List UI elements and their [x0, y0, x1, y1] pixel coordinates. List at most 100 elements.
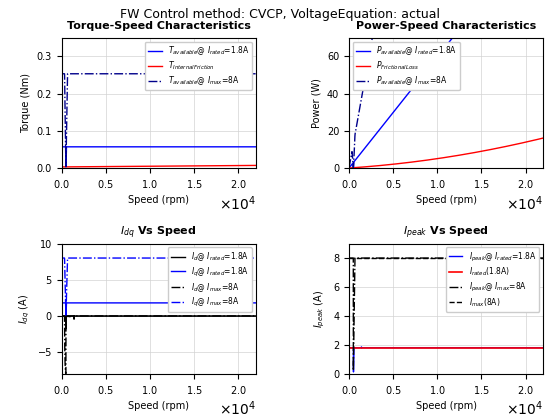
$I_d$@ $I_{max}$=8A: [133, 313, 139, 318]
$T_{available}$@ $I_{rated}$=1.8A: [228, 144, 235, 150]
X-axis label: Speed (rpm): Speed (rpm): [416, 401, 477, 411]
Title: $I_{peak}$ Vs Speed: $I_{peak}$ Vs Speed: [403, 225, 489, 241]
$T_{available}$@ $I_{max}$=8A: [63, 164, 69, 169]
$I_{peak}$@ $I_{rated}$=1.8A: [420, 345, 427, 350]
$I_d$@ $I_{rated}$=1.8A: [58, 313, 65, 318]
$P_{available}$@ $I_{max}$=8A: [346, 165, 352, 171]
$T_{available}$@ $I_{rated}$=1.8A: [92, 144, 99, 150]
$I_{peak}$@ $I_{rated}$=1.8A: [515, 345, 522, 350]
$I_q$@ $I_{rated}$=1.8A: [141, 300, 148, 305]
$I_q$@ $I_{max}$=8A: [228, 255, 235, 260]
Line: $I_d$@ $I_{max}$=8A: $I_d$@ $I_{max}$=8A: [62, 316, 256, 374]
$I_{peak}$@ $I_{rated}$=1.8A: [350, 369, 357, 374]
$P_{FrictionalLoss}$: [540, 136, 547, 141]
$I_d$@ $I_{rated}$=1.8A: [81, 313, 87, 318]
$I_q$@ $I_{rated}$=1.8A: [63, 312, 69, 318]
Line: $I_{peak}$@ $I_{rated}$=1.8A: $I_{peak}$@ $I_{rated}$=1.8A: [349, 347, 543, 372]
$I_{peak}$@ $I_{rated}$=1.8A: [428, 345, 435, 350]
Title: Torque-Speed Characteristics: Torque-Speed Characteristics: [67, 21, 251, 32]
Line: $T_{available}$@ $I_{rated}$=1.8A: $T_{available}$@ $I_{rated}$=1.8A: [62, 147, 256, 166]
$I_d$@ $I_{rated}$=1.8A: [92, 313, 99, 318]
$I_q$@ $I_{rated}$=1.8A: [92, 300, 99, 305]
$I_{peak}$@ $I_{max}$=8A: [428, 255, 435, 260]
$T_{available}$@ $I_{max}$=8A: [253, 71, 259, 76]
$I_{peak}$@ $I_{rated}$=1.8A: [368, 345, 375, 350]
$T_{InternalFriction}$: [133, 164, 139, 169]
$T_{available}$@ $I_{max}$=8A: [81, 71, 87, 76]
Y-axis label: $I_{peak}$ (A): $I_{peak}$ (A): [313, 289, 328, 328]
Text: FW Control method: CVCP, VoltageEquation: actual: FW Control method: CVCP, VoltageEquation…: [120, 8, 440, 21]
Legend: $I_d$@ $I_{rated}$=1.8A, $I_q$@ $I_{rated}$=1.8A, $I_d$@ $I_{max}$=8A, $I_q$@ $I: $I_d$@ $I_{rated}$=1.8A, $I_q$@ $I_{rate…: [168, 247, 252, 312]
Title: Power-Speed Characteristics: Power-Speed Characteristics: [356, 21, 536, 32]
$I_d$@ $I_{rated}$=1.8A: [249, 313, 255, 318]
Line: $I_q$@ $I_{max}$=8A: $I_q$@ $I_{max}$=8A: [62, 258, 256, 315]
$T_{available}$@ $I_{max}$=8A: [133, 71, 139, 76]
Line: $I_{peak}$@ $I_{max}$=8A: $I_{peak}$@ $I_{max}$=8A: [349, 258, 543, 370]
$I_{peak}$@ $I_{rated}$=1.8A: [540, 345, 547, 350]
Line: $T_{InternalFriction}$: $T_{InternalFriction}$: [62, 165, 256, 167]
$T_{InternalFriction}$: [253, 163, 259, 168]
$I_d$@ $I_{rated}$=1.8A: [141, 313, 148, 318]
$P_{FrictionalLoss}$: [536, 136, 543, 142]
$I_{peak}$@ $I_{rated}$=1.8A: [358, 344, 365, 349]
$I_{rated}$(1.8A): [346, 345, 352, 350]
Legend: $I_{peak}$@ $I_{rated}$=1.8A, $I_{rated}$(1.8A), $I_{peak}$@ $I_{max}$=8A, $I_{m: $I_{peak}$@ $I_{rated}$=1.8A, $I_{rated}…: [446, 247, 539, 312]
Line: $I_d$@ $I_{rated}$=1.8A: $I_d$@ $I_{rated}$=1.8A: [62, 316, 256, 329]
$I_{peak}$@ $I_{rated}$=1.8A: [380, 345, 386, 350]
$I_d$@ $I_{max}$=8A: [141, 313, 148, 318]
$I_{max}$(8A): [346, 255, 352, 260]
$T_{available}$@ $I_{max}$=8A: [92, 71, 99, 76]
$I_{peak}$@ $I_{max}$=8A: [349, 255, 356, 260]
$I_{peak}$@ $I_{rated}$=1.8A: [346, 345, 352, 350]
$I_{rated}$(1.8A): [346, 345, 352, 350]
$T_{available}$@ $I_{rated}$=1.8A: [81, 144, 87, 150]
$T_{available}$@ $I_{rated}$=1.8A: [133, 144, 139, 150]
Line: $P_{FrictionalLoss}$: $P_{FrictionalLoss}$: [349, 138, 543, 168]
Legend: $P_{available}$@ $I_{rated}$=1.8A, $P_{FrictionalLoss}$, $P_{available}$@ $I_{ma: $P_{available}$@ $I_{rated}$=1.8A, $P_{F…: [353, 42, 460, 90]
$P_{FrictionalLoss}$: [346, 165, 352, 171]
Line: $I_q$@ $I_{rated}$=1.8A: $I_q$@ $I_{rated}$=1.8A: [62, 303, 256, 315]
$I_q$@ $I_{max}$=8A: [81, 255, 87, 260]
$P_{available}$@ $I_{rated}$=1.8A: [379, 123, 386, 128]
$I_q$@ $I_{max}$=8A: [141, 255, 148, 260]
$P_{FrictionalLoss}$: [420, 158, 427, 163]
$I_q$@ $I_{rated}$=1.8A: [249, 300, 255, 305]
X-axis label: Speed (rpm): Speed (rpm): [128, 401, 189, 411]
$I_{peak}$@ $I_{max}$=8A: [368, 255, 375, 260]
Legend: $T_{available}$@ $I_{rated}$=1.8A, $T_{InternalFriction}$, $T_{available}$@ $I_{: $T_{available}$@ $I_{rated}$=1.8A, $T_{I…: [145, 42, 252, 90]
$P_{FrictionalLoss}$: [428, 157, 435, 162]
$P_{available}$@ $I_{rated}$=1.8A: [346, 165, 352, 171]
$I_q$@ $I_{max}$=8A: [249, 255, 255, 260]
Line: $T_{available}$@ $I_{max}$=8A: $T_{available}$@ $I_{max}$=8A: [62, 74, 256, 167]
$I_{peak}$@ $I_{max}$=8A: [536, 255, 543, 260]
Title: $I_{dq}$ Vs Speed: $I_{dq}$ Vs Speed: [120, 225, 197, 241]
$I_q$@ $I_{rated}$=1.8A: [81, 300, 87, 305]
$I_d$@ $I_{rated}$=1.8A: [133, 313, 139, 318]
$I_d$@ $I_{max}$=8A: [253, 313, 259, 318]
$T_{InternalFriction}$: [92, 164, 99, 169]
$P_{available}$@ $I_{max}$=8A: [368, 42, 375, 47]
$T_{available}$@ $I_{rated}$=1.8A: [253, 144, 259, 150]
$I_d$@ $I_{max}$=8A: [249, 313, 255, 318]
$T_{available}$@ $I_{max}$=8A: [58, 71, 65, 76]
$I_d$@ $I_{rated}$=1.8A: [228, 313, 235, 318]
$I_d$@ $I_{max}$=8A: [228, 313, 235, 318]
$T_{InternalFriction}$: [249, 163, 255, 168]
$I_d$@ $I_{max}$=8A: [92, 313, 99, 318]
$I_{peak}$@ $I_{max}$=8A: [515, 255, 522, 260]
$I_q$@ $I_{rated}$=1.8A: [133, 300, 139, 305]
$T_{InternalFriction}$: [81, 164, 87, 169]
$T_{available}$@ $I_{max}$=8A: [141, 71, 148, 76]
$I_q$@ $I_{max}$=8A: [58, 255, 65, 260]
X-axis label: Speed (rpm): Speed (rpm): [416, 195, 477, 205]
$P_{available}$@ $I_{rated}$=1.8A: [428, 61, 435, 66]
$I_d$@ $I_{max}$=8A: [81, 313, 87, 318]
$T_{available}$@ $I_{rated}$=1.8A: [58, 144, 65, 150]
$I_q$@ $I_{max}$=8A: [133, 255, 139, 260]
$T_{available}$@ $I_{max}$=8A: [228, 71, 235, 76]
$I_q$@ $I_{max}$=8A: [63, 312, 69, 318]
Line: $P_{available}$@ $I_{rated}$=1.8A: $P_{available}$@ $I_{rated}$=1.8A: [349, 0, 543, 168]
$I_d$@ $I_{max}$=8A: [58, 313, 65, 318]
$I_{peak}$@ $I_{rated}$=1.8A: [536, 345, 543, 350]
$I_d$@ $I_{max}$=8A: [63, 371, 69, 376]
